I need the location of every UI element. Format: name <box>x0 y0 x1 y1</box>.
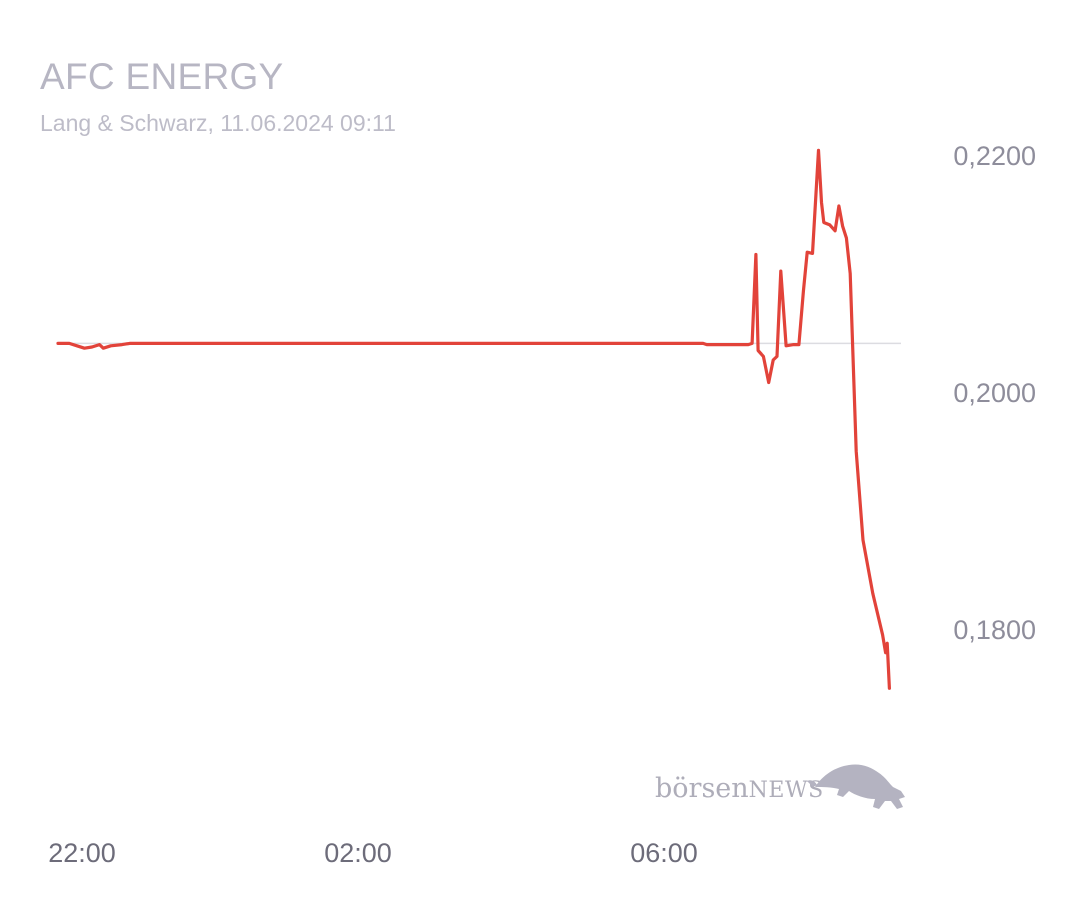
chart-title: AFC ENERGY <box>40 56 284 97</box>
x-axis-ticks: 22:00 02:00 06:00 <box>48 838 698 868</box>
bull-icon <box>807 764 905 809</box>
boersennews-logo: börsenNEWS <box>655 757 910 813</box>
price-series-line <box>56 148 892 690</box>
y-tick-label: 0,2200 <box>953 141 1036 171</box>
x-tick-label: 06:00 <box>630 838 698 868</box>
logo-text: börsenNEWS <box>655 773 824 804</box>
chart-subtitle: Lang & Schwarz, 11.06.2024 09:11 <box>40 110 396 136</box>
y-tick-label: 0,2000 <box>953 378 1036 408</box>
y-axis-ticks: 0,2200 0,2000 0,1800 <box>953 141 1036 645</box>
x-tick-label: 22:00 <box>48 838 116 868</box>
x-tick-label: 02:00 <box>324 838 392 868</box>
y-tick-label: 0,1800 <box>953 615 1036 645</box>
